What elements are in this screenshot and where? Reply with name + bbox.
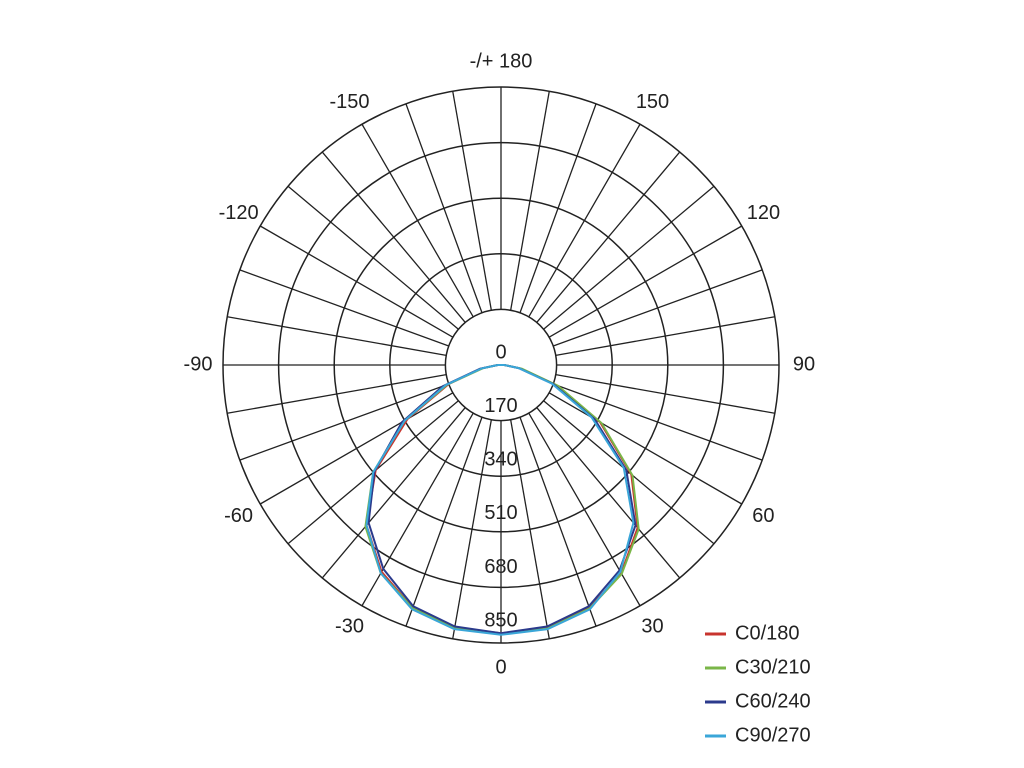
r-tick-label: 340: [484, 449, 517, 471]
grid-spoke: [227, 374, 447, 414]
grid-spoke: [528, 123, 641, 318]
grid-spoke: [548, 225, 743, 338]
grid-spoke: [405, 417, 483, 627]
grid-spoke: [321, 407, 466, 579]
theta-tick-label: -30: [335, 616, 364, 638]
grid-spoke: [555, 316, 775, 356]
grid-spoke: [361, 412, 474, 607]
theta-tick-label: 90: [793, 353, 815, 375]
legend-label: C90/270: [735, 724, 811, 746]
grid-spoke: [259, 225, 454, 338]
grid-spoke: [555, 374, 775, 414]
theta-tick-label: 30: [641, 616, 663, 638]
theta-tick-label: 0: [495, 656, 506, 678]
grid-spoke: [519, 103, 597, 313]
theta-tick-label: -90: [184, 353, 213, 375]
r-tick-label: 850: [484, 610, 517, 632]
grid-spoke: [287, 185, 459, 330]
grid-spoke: [553, 383, 763, 461]
grid-spoke: [227, 316, 447, 356]
grid-spoke: [452, 91, 492, 311]
r-tick-label: 0: [495, 341, 506, 363]
grid-spoke: [536, 407, 681, 579]
legend-label: C30/210: [735, 656, 811, 678]
grid-spoke: [553, 269, 763, 347]
legend-label: C0/180: [735, 622, 800, 644]
grid-spoke: [259, 392, 454, 505]
grid-spoke: [510, 419, 550, 639]
grid-spoke: [239, 269, 449, 347]
grid-spoke: [405, 103, 483, 313]
grid-spoke: [510, 91, 550, 311]
grid-spoke: [543, 400, 715, 545]
theta-tick-label: -/+ 180: [470, 50, 533, 72]
grid-spoke: [528, 412, 641, 607]
grid-spoke: [452, 419, 492, 639]
grid-spoke: [321, 151, 466, 323]
grid-spoke: [543, 185, 715, 330]
theta-tick-label: -60: [224, 505, 253, 527]
r-tick-label: 510: [484, 502, 517, 524]
grid-spoke: [536, 151, 681, 323]
grid-spoke: [361, 123, 474, 318]
theta-tick-label: 150: [636, 91, 669, 113]
grid-spoke: [519, 417, 597, 627]
theta-tick-label: -120: [219, 202, 259, 224]
theta-tick-label: 60: [752, 505, 774, 527]
series-line: [365, 364, 635, 636]
grid-spoke: [548, 392, 743, 505]
r-tick-label: 680: [484, 556, 517, 578]
grid-spoke: [239, 383, 449, 461]
theta-tick-label: -150: [329, 91, 369, 113]
theta-tick-label: 120: [747, 202, 780, 224]
legend-label: C60/240: [735, 690, 811, 712]
r-tick-label: 170: [484, 395, 517, 417]
